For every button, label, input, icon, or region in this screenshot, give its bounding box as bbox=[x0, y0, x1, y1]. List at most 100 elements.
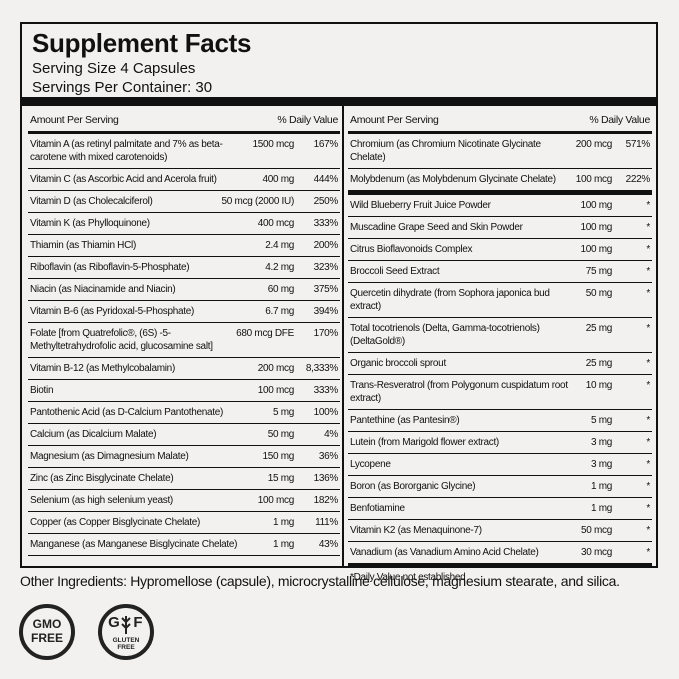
daily-value: 394% bbox=[313, 306, 339, 317]
daily-value: 136% bbox=[313, 473, 339, 484]
amount: 5 mg bbox=[272, 407, 294, 418]
daily-value: * bbox=[646, 503, 650, 514]
amount: 100 mcg bbox=[257, 385, 295, 396]
nutrient-row: Pantothenic Acid (as D-Calcium Pantothen… bbox=[28, 402, 340, 424]
amount: 50 mcg (2000 IU) bbox=[221, 196, 295, 207]
nutrient-row: Vitamin A (as retinyl palmitate and 7% a… bbox=[28, 134, 340, 169]
right-column: Amount Per Serving % Daily Value Chromium … bbox=[348, 106, 652, 589]
nutrient-row: Vitamin K (as Phylloquinone) 400 mcg 333% bbox=[28, 213, 340, 235]
amount: 200 mcg bbox=[575, 139, 613, 150]
daily-value: 4% bbox=[324, 429, 338, 440]
daily-value: * bbox=[646, 481, 650, 492]
daily-value: 375% bbox=[313, 284, 339, 295]
badge-text: FREE bbox=[117, 644, 135, 651]
amount: 100 mg bbox=[580, 222, 612, 233]
nutrient-row: Zinc (as Zinc Bisglycinate Chelate) 15 mg… bbox=[28, 468, 340, 490]
daily-value: * bbox=[646, 547, 650, 558]
nutrient-name: Thiamin (as Thiamin HCl) bbox=[30, 240, 136, 251]
nutrient-row: Calcium (as Dicalcium Malate) 50 mg 4% bbox=[28, 424, 340, 446]
nutrient-name: Pantethine (as Pantesin®) bbox=[350, 415, 460, 426]
nutrient-row: Pantethine (as Pantesin®) 5 mg * bbox=[348, 410, 652, 432]
daily-value: 100% bbox=[313, 407, 339, 418]
nutrient-row: Selenium (as high selenium yeast) 100 mcg… bbox=[28, 490, 340, 512]
nutrient-name: Organic broccoli sprout bbox=[350, 358, 446, 369]
nutrient-name: Selenium (as high selenium yeast) bbox=[30, 495, 173, 506]
badge-text: F bbox=[133, 614, 142, 631]
column-header: Amount Per Serving % Daily Value bbox=[348, 106, 652, 134]
servings-per-container: Servings Per Container: 30 bbox=[32, 79, 213, 96]
amount: 3 mg bbox=[590, 459, 612, 470]
amount: 1 mg bbox=[272, 539, 294, 550]
nutrient-name: Vitamin K (as Phylloquinone) bbox=[30, 218, 150, 229]
daily-value: * bbox=[646, 459, 650, 470]
daily-value: * bbox=[646, 380, 650, 391]
nutrient-row: Muscadine Grape Seed and Skin Powder 100 … bbox=[348, 217, 652, 239]
amount: 100 mcg bbox=[257, 495, 295, 506]
daily-value: 222% bbox=[625, 174, 651, 185]
daily-value: 333% bbox=[313, 385, 339, 396]
amount: 1 mg bbox=[590, 481, 612, 492]
daily-value: 250% bbox=[313, 196, 339, 207]
supplement-facts-panel: Supplement Facts Serving Size 4 Capsules… bbox=[20, 22, 658, 583]
amount: 150 mg bbox=[262, 451, 294, 462]
amount: 400 mcg bbox=[257, 218, 295, 229]
nutrient-row: Vitamin D (as Cholecalciferol) 50 mcg (20… bbox=[28, 191, 340, 213]
nutrient-row: Magnesium (as Dimagnesium Malate) 150 mg 3… bbox=[28, 446, 340, 468]
nutrient-name: Magnesium (as Dimagnesium Malate) bbox=[30, 451, 189, 462]
nutrient-name: Copper (as Copper Bisglycinate Chelate) bbox=[30, 517, 201, 528]
nutrient-name: Trans-Resveratrol (from Polygonum cuspid… bbox=[350, 380, 568, 404]
amount: 100 mcg bbox=[575, 174, 613, 185]
nutrient-row: Chromium (as Chromium Nicotinate Glycina… bbox=[348, 134, 652, 169]
daily-value: * bbox=[646, 200, 650, 211]
other-ingredients: Other Ingredients: Hypromellose (capsule… bbox=[20, 573, 620, 589]
daily-value: 170% bbox=[313, 328, 339, 339]
nutrient-row: Total tocotrienols (Delta, Gamma-tocotri… bbox=[348, 318, 652, 353]
nutrient-row: Trans-Resveratrol (from Polygonum cuspid… bbox=[348, 375, 652, 410]
amount: 4.2 mg bbox=[265, 262, 294, 273]
amount: 60 mg bbox=[267, 284, 295, 295]
badge-text: FREE bbox=[31, 631, 63, 645]
daily-value: * bbox=[646, 525, 650, 536]
nutrient-name: Citrus Bioflavonoids Complex bbox=[350, 244, 473, 255]
nutrient-name: Broccoli Seed Extract bbox=[350, 266, 440, 277]
nutrient-name: Muscadine Grape Seed and Skin Powder bbox=[350, 222, 523, 233]
daily-value-header: % Daily Value bbox=[277, 114, 338, 126]
nutrient-name: Calcium (as Dicalcium Malate) bbox=[30, 429, 157, 440]
nutrient-name: Quercetin dihydrate (from Sophora japoni… bbox=[350, 288, 550, 312]
amount: 1 mg bbox=[590, 503, 612, 514]
amount: 100 mg bbox=[580, 200, 612, 211]
nutrient-name: Vitamin C (as Ascorbic Acid and Acerola … bbox=[30, 174, 217, 185]
daily-value-header: % Daily Value bbox=[589, 114, 650, 126]
daily-value: 36% bbox=[318, 451, 338, 462]
nutrient-row: Thiamin (as Thiamin HCl) 2.4 mg 200% bbox=[28, 235, 340, 257]
amount: 100 mg bbox=[580, 244, 612, 255]
amount-header: Amount Per Serving bbox=[30, 114, 119, 126]
nutrient-name: Vitamin A (as retinyl palmitate and 7% a… bbox=[30, 139, 223, 163]
nutrient-name: Vanadium (as Vanadium Amino Acid Chelate… bbox=[350, 547, 539, 558]
nutrient-row: Molybdenum (as Molybdenum Glycinate Chel… bbox=[348, 169, 652, 191]
nutrient-name: Folate [from Quatrefolic®, (6S) -5-Methy… bbox=[30, 328, 213, 352]
footnote: *Daily Value not established bbox=[350, 572, 466, 583]
amount-header: Amount Per Serving bbox=[350, 114, 439, 126]
nutrient-name: Lycopene bbox=[350, 459, 391, 470]
amount: 25 mg bbox=[585, 323, 613, 334]
nutrient-row: Quercetin dihydrate (from Sophora japoni… bbox=[348, 283, 652, 318]
amount: 6.7 mg bbox=[265, 306, 294, 317]
nutrient-row: Wild Blueberry Fruit Juice Powder 100 mg * bbox=[348, 195, 652, 217]
daily-value: 182% bbox=[313, 495, 339, 506]
amount: 3 mg bbox=[590, 437, 612, 448]
nutrient-name: Chromium (as Chromium Nicotinate Glycina… bbox=[350, 139, 541, 163]
nutrient-name: Riboflavin (as Riboflavin-5-Phosphate) bbox=[30, 262, 190, 273]
nutrient-name: Zinc (as Zinc Bisglycinate Chelate) bbox=[30, 473, 174, 484]
column-divider bbox=[342, 106, 344, 566]
gluten-badge bbox=[98, 604, 154, 660]
nutrient-name: Wild Blueberry Fruit Juice Powder bbox=[350, 200, 491, 211]
nutrient-name: Total tocotrienols (Delta, Gamma-tocotri… bbox=[350, 323, 540, 347]
badge-text: GLUTEN bbox=[113, 637, 140, 644]
nutrient-row: Vitamin C (as Ascorbic Acid and Acerola … bbox=[28, 169, 340, 191]
badges: GMO FREE G F GLUTEN FREE bbox=[19, 604, 154, 660]
daily-value: 200% bbox=[313, 240, 339, 251]
nutrient-row: Lycopene 3 mg * bbox=[348, 454, 652, 476]
nutrient-name: Pantothenic Acid (as D-Calcium Pantothen… bbox=[30, 407, 224, 418]
